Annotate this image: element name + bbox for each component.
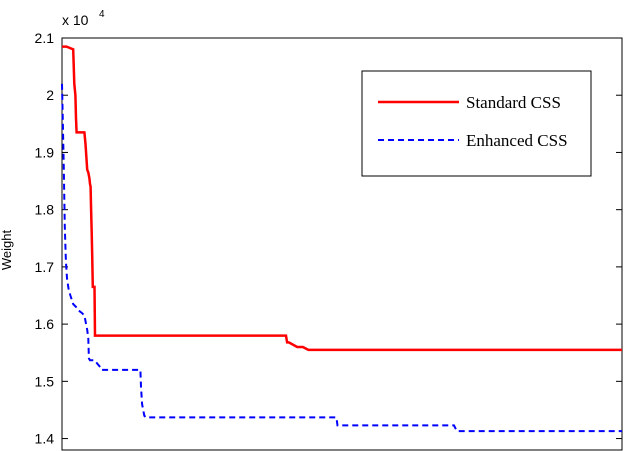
y-tick-label: 1.6 xyxy=(35,316,55,332)
legend-label-standard-css: Standard CSS xyxy=(466,93,561,112)
y-tick-label: 1.9 xyxy=(35,144,55,160)
y-tick-label: 1.5 xyxy=(35,373,55,389)
y-tick-label: 2 xyxy=(46,87,54,103)
y-axis: 1.4 1.5 1.6 1.7 1.8 1.9 2 2.1 xyxy=(35,30,622,447)
y-tick-label: 1.7 xyxy=(35,259,55,275)
y-exponent-power: 4 xyxy=(99,9,105,20)
series-line-enhanced-css xyxy=(61,83,622,433)
series-line-standard-css xyxy=(62,45,622,352)
y-exponent-base: x 10 xyxy=(62,12,89,28)
series-layer xyxy=(61,45,622,433)
y-tick-label: 2.1 xyxy=(35,30,55,46)
legend-box xyxy=(361,70,592,177)
legend-label-enhanced-css: Enhanced CSS xyxy=(466,131,568,150)
y-tick-label: 1.4 xyxy=(35,431,55,447)
legend: Standard CSS Enhanced CSS xyxy=(361,70,592,177)
y-tick-label: 1.8 xyxy=(35,202,55,218)
y-axis-label: Weight xyxy=(0,230,14,271)
